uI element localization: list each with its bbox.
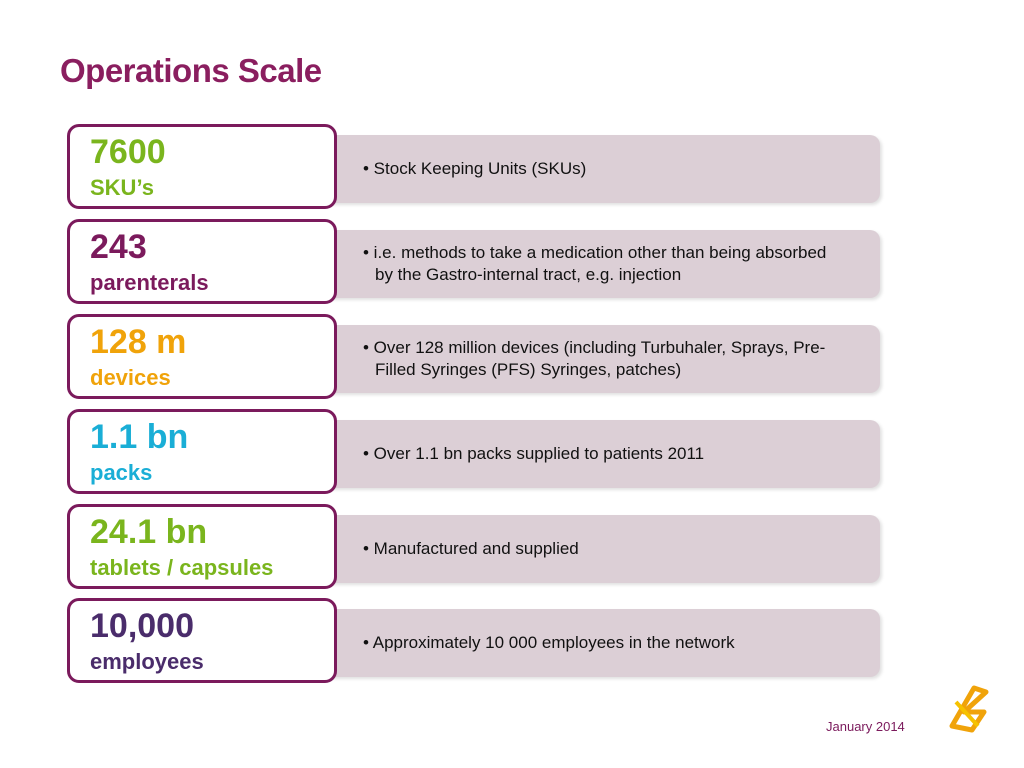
footer-date: January 2014: [826, 719, 905, 734]
figure: 7600: [90, 133, 166, 171]
slide-title: Operations Scale: [60, 52, 322, 89]
figure-box: 1.1 bn packs: [67, 409, 337, 494]
description-cell: • i.e. methods to take a medication othe…: [363, 230, 843, 298]
figure-box: 243 parenterals: [67, 219, 337, 304]
logo: [949, 685, 989, 733]
description-bar: • Over 1.1 bn packs supplied to patients…: [318, 420, 880, 488]
description-bar: • Approximately 10 000 employees in the …: [318, 609, 880, 677]
description: • Stock Keeping Units (SKUs): [363, 159, 587, 178]
description-cell: • Over 128 million devices (including Tu…: [363, 325, 843, 393]
unit: parenterals: [90, 270, 209, 295]
description-cell: • Over 1.1 bn packs supplied to patients…: [363, 420, 843, 488]
description-bar: • Manufactured and supplied: [318, 515, 880, 583]
figure: 128 m: [90, 323, 187, 361]
unit: SKU’s: [90, 175, 154, 200]
description-cell: • Manufactured and supplied: [363, 515, 843, 583]
figure: 10,000: [90, 607, 194, 645]
description-cell: • Stock Keeping Units (SKUs): [363, 135, 843, 203]
description-bar: • Stock Keeping Units (SKUs): [318, 135, 880, 203]
unit: employees: [90, 649, 204, 674]
figure: 24.1 bn: [90, 513, 208, 551]
description-bar: • Over 128 million devices (including Tu…: [318, 325, 880, 393]
description: • Manufactured and supplied: [363, 539, 579, 558]
figure-box: 7600 SKU’s: [67, 124, 337, 209]
figure-box: 128 m devices: [67, 314, 337, 399]
figure-box: 10,000 employees: [67, 598, 337, 683]
unit: tablets / capsules: [90, 555, 274, 580]
description-cell: • Approximately 10 000 employees in the …: [363, 609, 843, 677]
figure-box: 24.1 bn tablets / capsules: [67, 504, 337, 589]
description: • i.e. methods to take a medication othe…: [363, 243, 827, 284]
unit: devices: [90, 365, 171, 390]
description: • Approximately 10 000 employees in the …: [363, 633, 735, 652]
figure: 1.1 bn: [90, 418, 189, 456]
description: • Over 128 million devices (including Tu…: [363, 338, 826, 379]
figure: 243: [90, 228, 147, 266]
description-bar: • i.e. methods to take a medication othe…: [318, 230, 880, 298]
unit: packs: [90, 460, 153, 485]
description: • Over 1.1 bn packs supplied to patients…: [363, 444, 705, 463]
